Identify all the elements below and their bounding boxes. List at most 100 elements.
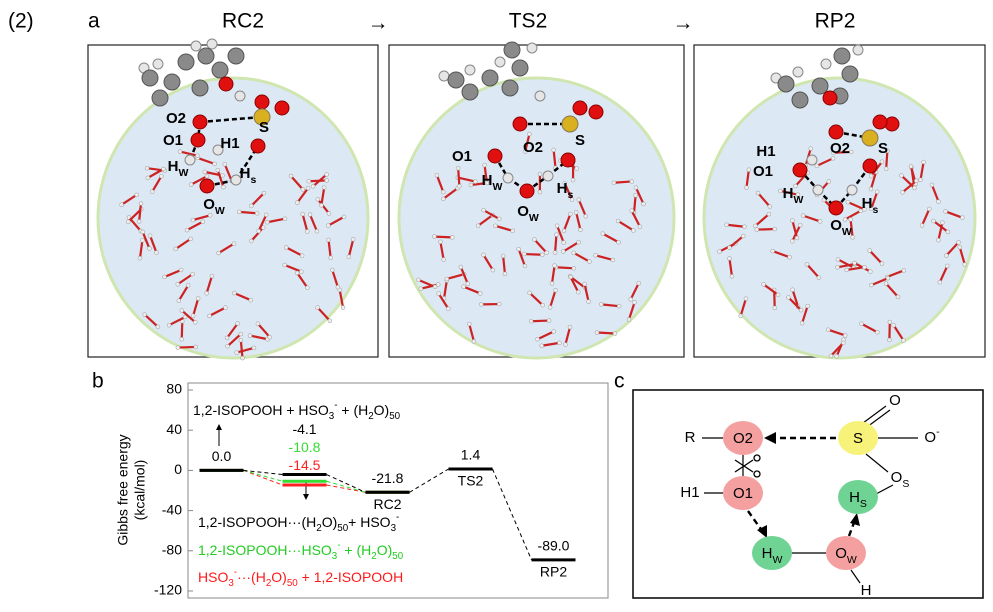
- water-h: [568, 274, 573, 280]
- water: [437, 292, 450, 310]
- water: [192, 214, 211, 222]
- water-h: [324, 178, 329, 183]
- water-h: [895, 294, 901, 300]
- panel-label: b: [92, 370, 104, 393]
- annotation-part: -: [337, 540, 340, 551]
- water-h: [554, 232, 559, 237]
- water-h: [600, 231, 605, 236]
- water-h: [798, 307, 804, 313]
- text-part: H: [762, 545, 773, 562]
- scheme-frame: [632, 389, 984, 599]
- water-h: [537, 171, 543, 177]
- water: [524, 133, 531, 152]
- water: [442, 187, 459, 200]
- annotation-part: 3: [329, 411, 335, 422]
- value-label: -14.5: [289, 457, 321, 473]
- atom-s: [561, 115, 579, 133]
- water: [630, 210, 641, 228]
- water-h: [842, 217, 848, 222]
- water-h: [330, 267, 335, 273]
- water-h: [746, 167, 752, 172]
- panel-label: c: [614, 370, 625, 393]
- water: [602, 232, 620, 244]
- atom-label: O1: [163, 132, 183, 149]
- water: [806, 263, 820, 279]
- plot-frame: [187, 382, 609, 599]
- water-h: [830, 150, 836, 156]
- water-h: [826, 179, 832, 184]
- atom-c: [151, 89, 169, 107]
- water-h: [300, 211, 305, 217]
- y-tick-label: -40: [162, 501, 182, 517]
- water-h: [540, 302, 545, 308]
- water: [762, 283, 779, 296]
- water-h: [432, 284, 438, 290]
- water: [791, 289, 800, 308]
- water-h: [571, 250, 576, 256]
- water-h: [190, 271, 195, 277]
- annotation-part: + HSO: [348, 514, 391, 530]
- water-h: [885, 275, 891, 281]
- water-h: [145, 175, 151, 181]
- subscript: W: [492, 181, 502, 193]
- water-h: [821, 197, 827, 203]
- atom-label: HW: [482, 172, 503, 193]
- water-h: [563, 342, 568, 347]
- annotation-part: 3: [332, 551, 338, 562]
- atom-label: O2: [166, 110, 186, 127]
- water: [141, 231, 151, 249]
- water: [197, 156, 215, 165]
- water-h: [852, 260, 857, 266]
- annotation-part: 3: [228, 578, 234, 589]
- connector: [409, 468, 449, 493]
- atom-c: [211, 61, 229, 79]
- text-part: O: [889, 392, 901, 409]
- connector: [243, 469, 283, 476]
- water-h: [200, 219, 206, 224]
- water: [757, 192, 771, 208]
- y-tick-label: -80: [162, 541, 182, 557]
- water-h: [753, 223, 758, 229]
- water-h: [633, 185, 639, 190]
- water-h: [817, 219, 823, 224]
- water-h: [178, 267, 184, 273]
- atom-label: O1: [452, 148, 472, 165]
- water: [308, 179, 327, 183]
- annotation: 1,2-ISOPOOH···HSO3- + (H2O)50: [198, 540, 404, 562]
- water: [870, 191, 879, 210]
- water-h: [859, 321, 864, 327]
- water-h: [834, 354, 839, 359]
- water: [958, 246, 966, 265]
- water-h: [610, 257, 616, 263]
- subscript: s: [873, 204, 879, 216]
- water-h: [626, 317, 632, 322]
- water: [239, 210, 258, 215]
- water-h: [232, 290, 237, 296]
- water: [837, 262, 856, 269]
- water-h: [775, 292, 781, 298]
- water: [827, 328, 846, 337]
- water-h: [825, 327, 831, 332]
- water-h: [918, 177, 923, 183]
- water: [849, 219, 854, 238]
- water: [556, 225, 565, 243]
- subscript: s: [568, 189, 574, 201]
- water-h: [306, 178, 311, 184]
- water-h: [484, 180, 490, 186]
- water: [787, 296, 802, 311]
- water-h: [943, 209, 948, 214]
- water-h: [305, 229, 310, 234]
- water-h: [193, 320, 198, 325]
- water: [596, 331, 616, 335]
- water-h: [778, 188, 783, 194]
- water-h: [295, 200, 300, 205]
- water: [847, 201, 865, 211]
- atom-node: [752, 536, 792, 570]
- arrow-heads: [757, 432, 860, 538]
- atom-c: [811, 77, 829, 95]
- water: [900, 174, 916, 189]
- subscript: s: [251, 174, 257, 186]
- water-h: [901, 338, 906, 343]
- water-h: [786, 295, 791, 300]
- water-h: [215, 167, 220, 173]
